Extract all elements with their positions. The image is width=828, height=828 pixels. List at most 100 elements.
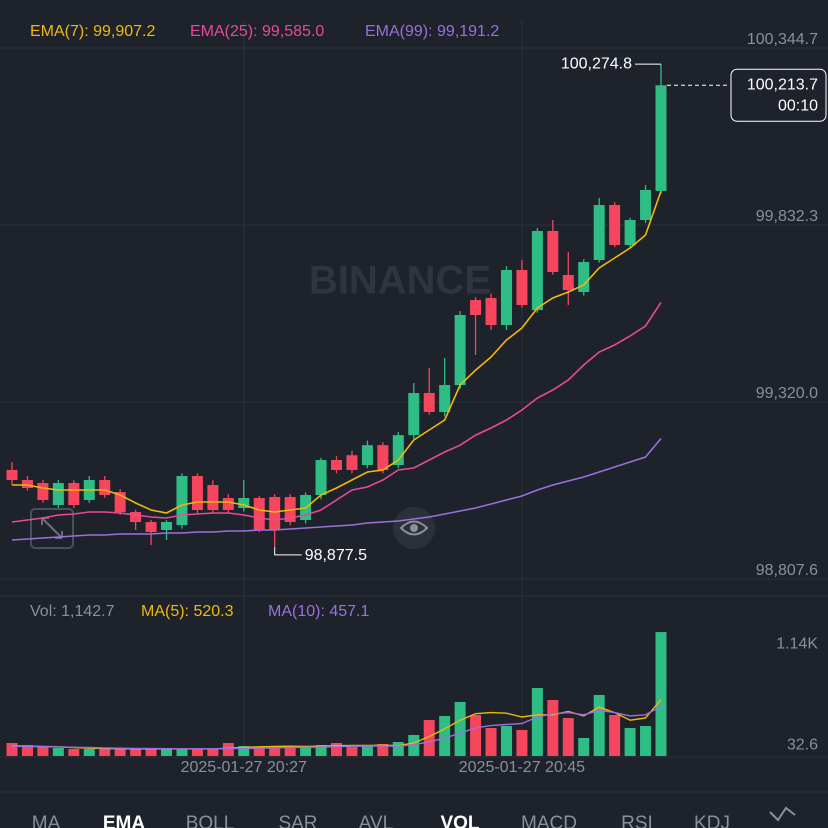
eye-button[interactable] [393,507,435,549]
eye-icon [399,520,429,536]
candle-body [222,498,234,511]
candle-body [516,269,528,306]
volume-bar [145,749,157,756]
indicator-tab[interactable]: MA [32,813,61,828]
candle-body [470,300,482,316]
candle-body [423,392,435,412]
last-price-label: 100,213.7 [747,76,818,93]
candle-body [331,460,342,470]
indicator-tab[interactable]: BOLL [186,813,235,828]
candle-body [531,230,543,311]
indicator-line [11,705,662,750]
candle-body [578,262,590,292]
volume-bar [68,749,80,756]
y-tick-label: 100,344.7 [747,31,818,48]
candle-body [346,455,358,470]
x-tick-label: 2025-01-27 20:27 [181,759,307,776]
indicator-tab[interactable]: RSI [621,813,653,828]
volume-bar [83,749,95,756]
volume-bar [176,749,188,756]
candle-body [315,460,327,496]
legend-entry: EMA(7): 99,907.2 [30,23,156,40]
watermark: BINANCE [309,259,491,303]
candle-body [68,483,80,506]
candle-body [392,435,404,466]
expand-frame[interactable] [30,508,74,549]
candle-body [439,385,451,412]
candle-body [145,522,157,533]
volume-bar [377,744,389,756]
candle-body [37,483,49,501]
legend-entry: EMA(25): 99,585.0 [190,23,324,40]
last-price-box [730,68,827,122]
indicator-tab[interactable]: EMA [103,813,146,828]
volume-bar [37,746,49,756]
volume-bar [439,715,451,756]
volume-bar [593,695,605,756]
volume-bar [361,745,373,756]
candle-body [191,476,203,511]
volume-bar [485,727,497,756]
y-tick-label: 99,320.0 [756,385,818,402]
y-tick-label: 99,832.3 [756,208,818,225]
volume-bar [130,749,142,756]
volume-bar [408,735,420,756]
volume-bar [346,746,358,756]
candle-body [99,480,111,496]
volume-bar [161,749,173,756]
volume-bar [6,742,18,756]
volume-bar [207,749,219,756]
indicator-tab[interactable]: VOL [440,813,479,828]
candle-body [130,512,142,523]
volume-bar [547,700,559,756]
legend-entry: EMA(99): 99,191.2 [365,23,499,40]
volume-bar [284,746,296,756]
candle-body [253,498,265,530]
volume-bar [562,717,574,756]
high-marker-label: 100,274.8 [561,55,632,72]
candle-body [114,492,126,513]
indicator-line [12,190,662,514]
indicator-tab[interactable]: AVL [359,813,394,828]
volume-bar [454,701,466,756]
candle-body [408,392,420,436]
low-marker-line [274,546,302,556]
candle-body [500,269,512,326]
candle-body [361,445,373,466]
volume-bar [470,715,482,756]
indicator-line [11,437,662,541]
volume-bar [269,745,281,756]
candle-body [454,315,466,386]
indicator-tab[interactable]: SAR [278,813,317,828]
indicator-tab[interactable]: MACD [521,813,577,828]
volume-bar [500,725,512,756]
y-tick-label: 98,807.6 [756,562,818,579]
candle-body [269,497,281,530]
candle-body [640,189,652,221]
volume-bar [222,742,234,756]
indicator-line [11,301,662,523]
volume-bar [52,747,64,756]
candle-body [562,274,574,290]
candle-body [624,220,636,246]
volume-bar [423,720,435,756]
volume-bar [624,727,636,756]
candle-body [238,498,250,509]
volume-bar [114,749,126,756]
volume-tick-label: 32.6 [787,737,818,754]
indicator-tab[interactable]: KDJ [694,813,730,828]
candle-body [6,469,18,481]
candle-body [593,205,605,261]
volume-bar [300,745,312,756]
volume-bar [191,749,203,756]
volume-bar [392,741,404,756]
candle-body [609,205,621,246]
volume-bar [531,687,543,756]
volume-legend: Vol: 1,142.7 [30,603,115,620]
candle-body [52,483,64,506]
volume-bar [238,745,250,756]
volume-bar [21,745,33,756]
drawing-tool-icon[interactable] [769,806,796,822]
volume-bar [315,745,327,756]
volume-bar [99,749,111,756]
